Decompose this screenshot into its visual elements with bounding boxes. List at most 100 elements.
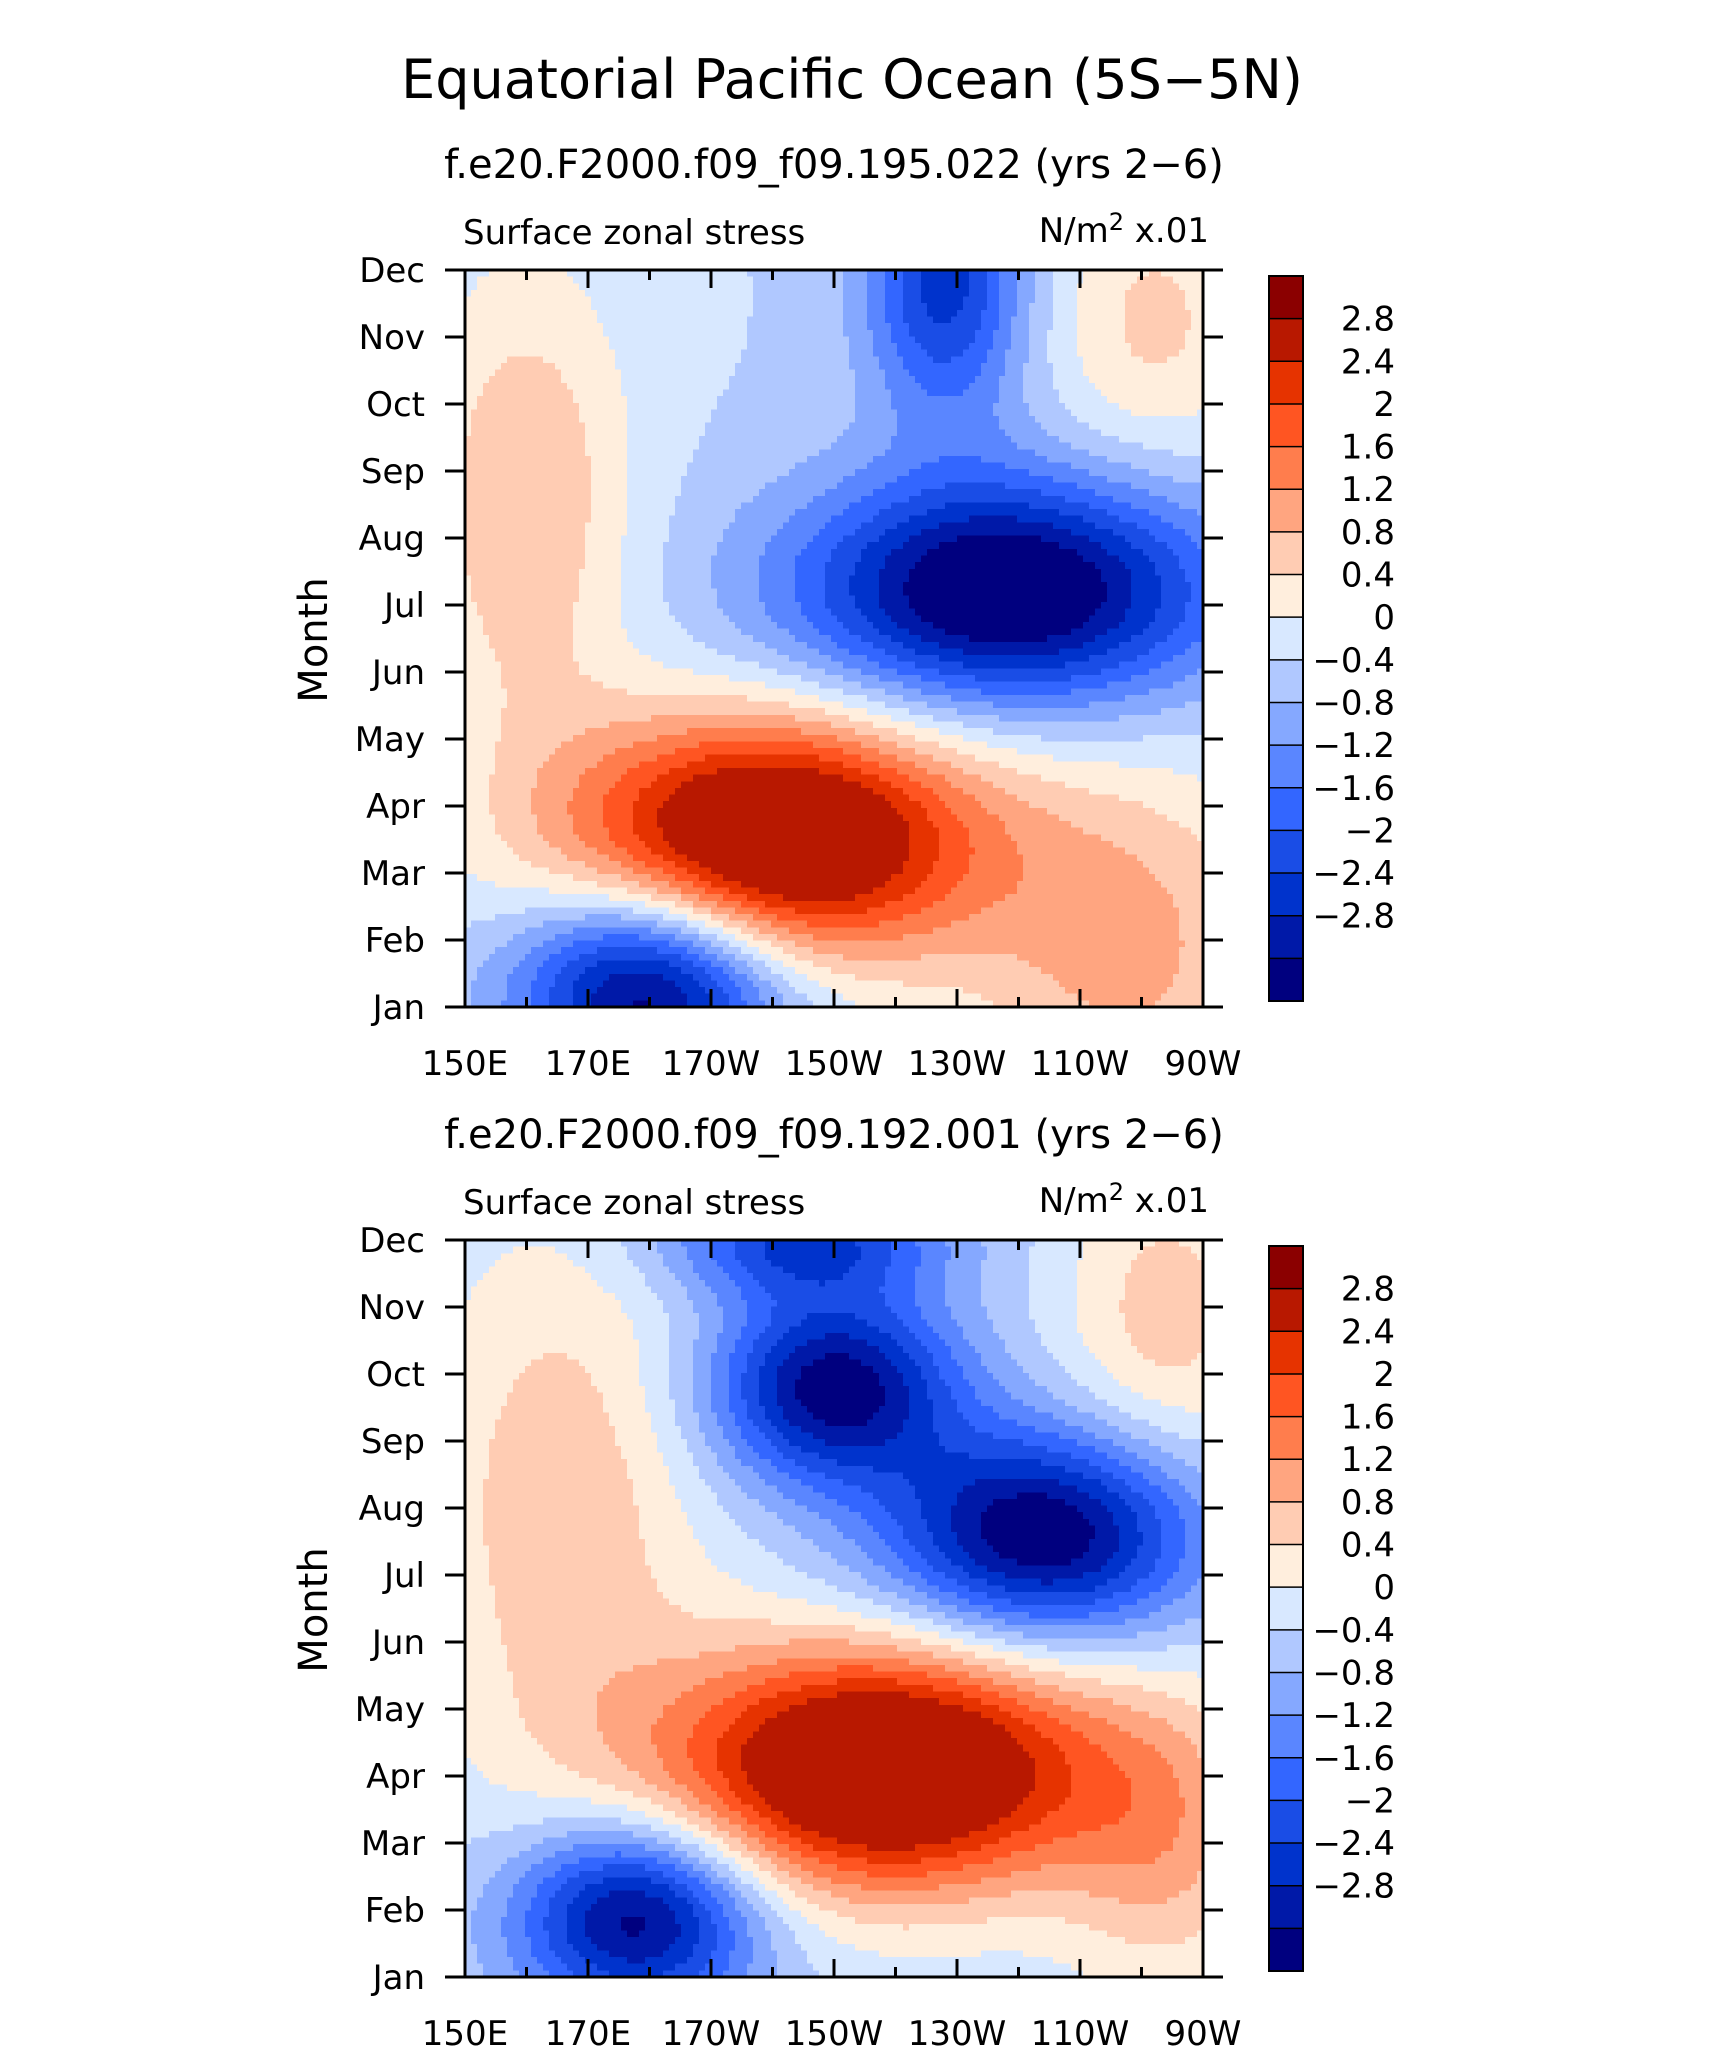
heatmap-cell bbox=[573, 435, 580, 444]
heatmap-cell bbox=[651, 362, 658, 371]
heatmap-cell bbox=[693, 283, 700, 291]
heatmap-cell bbox=[693, 469, 700, 477]
heatmap-cell bbox=[999, 409, 1006, 417]
heatmap-cell bbox=[789, 303, 796, 311]
heatmap-cell bbox=[711, 482, 718, 490]
heatmap-cell bbox=[795, 369, 802, 377]
heatmap-cell bbox=[1185, 396, 1192, 404]
heatmap-cell bbox=[939, 283, 946, 291]
heatmap-cell bbox=[507, 502, 514, 510]
heatmap-cell bbox=[495, 522, 502, 530]
heatmap-cell bbox=[1095, 349, 1102, 358]
heatmap-cell bbox=[471, 422, 478, 431]
heatmap-cell bbox=[723, 482, 730, 490]
heatmap-cell bbox=[1197, 329, 1203, 338]
heatmap-cell bbox=[663, 509, 670, 517]
heatmap-cell bbox=[1107, 362, 1114, 371]
heatmap-cell bbox=[669, 482, 676, 490]
heatmap-cell bbox=[615, 289, 622, 298]
heatmap-cell bbox=[501, 515, 508, 524]
heatmap-cell bbox=[609, 376, 616, 384]
heatmap-cell bbox=[999, 362, 1006, 371]
heatmap-cell bbox=[897, 289, 904, 298]
heatmap-cell bbox=[573, 276, 580, 284]
heatmap-cell bbox=[945, 336, 952, 344]
heatmap-cell bbox=[699, 528, 706, 537]
heatmap-cell bbox=[1113, 416, 1120, 424]
heatmap-cell bbox=[867, 502, 874, 510]
heatmap-cell bbox=[477, 435, 484, 444]
heatmap-cell bbox=[993, 283, 1000, 291]
heatmap-cell bbox=[609, 455, 616, 464]
heatmap-cell bbox=[1083, 316, 1090, 324]
heatmap-cell bbox=[879, 502, 886, 510]
heatmap-cell bbox=[987, 435, 994, 444]
heatmap-cell bbox=[855, 489, 862, 497]
heatmap-cell bbox=[873, 455, 880, 464]
heatmap-cell bbox=[1167, 369, 1174, 377]
heatmap-cell bbox=[1029, 442, 1036, 450]
heatmap-cell bbox=[825, 495, 832, 504]
heatmap-cell bbox=[627, 289, 634, 298]
heatmap-cell bbox=[945, 303, 952, 311]
heatmap-cell bbox=[987, 376, 994, 384]
heatmap-cell bbox=[615, 449, 622, 457]
heatmap-cell bbox=[687, 522, 694, 530]
heatmap-cell bbox=[1161, 462, 1168, 470]
heatmap-cell bbox=[615, 429, 622, 437]
heatmap-cell bbox=[711, 349, 718, 358]
heatmap-cell bbox=[501, 343, 508, 351]
heatmap-cell bbox=[957, 475, 964, 484]
heatmap-cell bbox=[1041, 329, 1048, 338]
heatmap-cell bbox=[801, 469, 808, 477]
heatmap-cell bbox=[1017, 376, 1024, 384]
heatmap-cell bbox=[567, 356, 574, 364]
heatmap-cell bbox=[1167, 475, 1174, 484]
heatmap-cell bbox=[483, 528, 490, 537]
heatmap-cell bbox=[831, 416, 838, 424]
heatmap-cell bbox=[723, 289, 730, 298]
heatmap-cell bbox=[693, 515, 700, 524]
heatmap-cell bbox=[597, 349, 604, 358]
heatmap-cell bbox=[975, 303, 982, 311]
heatmap-cell bbox=[783, 376, 790, 384]
heatmap-cell bbox=[921, 522, 928, 530]
heatmap-cell bbox=[1119, 489, 1126, 497]
heatmap-cell bbox=[1047, 323, 1054, 331]
heatmap-cell bbox=[981, 356, 988, 364]
heatmap-cell bbox=[885, 402, 892, 411]
heatmap-cell bbox=[915, 396, 922, 404]
heatmap-cell bbox=[1023, 296, 1030, 304]
heatmap-cell bbox=[1143, 522, 1150, 530]
heatmap-cell bbox=[1047, 455, 1054, 464]
heatmap-cell bbox=[483, 376, 490, 384]
heatmap-cell bbox=[1125, 402, 1132, 411]
heatmap-cell bbox=[759, 409, 766, 417]
heatmap-cell bbox=[747, 522, 754, 530]
heatmap-cell bbox=[909, 455, 916, 464]
heatmap-cell bbox=[867, 283, 874, 291]
heatmap-cell bbox=[1143, 329, 1150, 338]
heatmap-cell bbox=[861, 429, 868, 437]
heatmap-cell bbox=[1029, 356, 1036, 364]
heatmap-cell bbox=[1191, 469, 1198, 477]
heatmap-cell bbox=[657, 455, 664, 464]
heatmap-cell bbox=[1149, 270, 1156, 278]
heatmap-cell bbox=[525, 349, 532, 358]
heatmap-cell bbox=[981, 303, 988, 311]
heatmap-cell bbox=[933, 442, 940, 450]
heatmap-cell bbox=[537, 482, 544, 490]
heatmap-cell bbox=[663, 343, 670, 351]
heatmap-cell bbox=[771, 362, 778, 371]
heatmap-cell bbox=[807, 429, 814, 437]
heatmap-cell bbox=[753, 369, 760, 377]
heatmap-cell bbox=[795, 336, 802, 344]
heatmap-cell bbox=[1089, 422, 1096, 431]
heatmap-cell bbox=[639, 475, 646, 484]
heatmap-cell bbox=[477, 402, 484, 411]
heatmap-cell bbox=[1191, 343, 1198, 351]
heatmap-cell bbox=[753, 336, 760, 344]
heatmap-cell bbox=[855, 270, 862, 278]
heatmap-cell bbox=[963, 515, 970, 524]
heatmap-cell bbox=[1161, 409, 1168, 417]
